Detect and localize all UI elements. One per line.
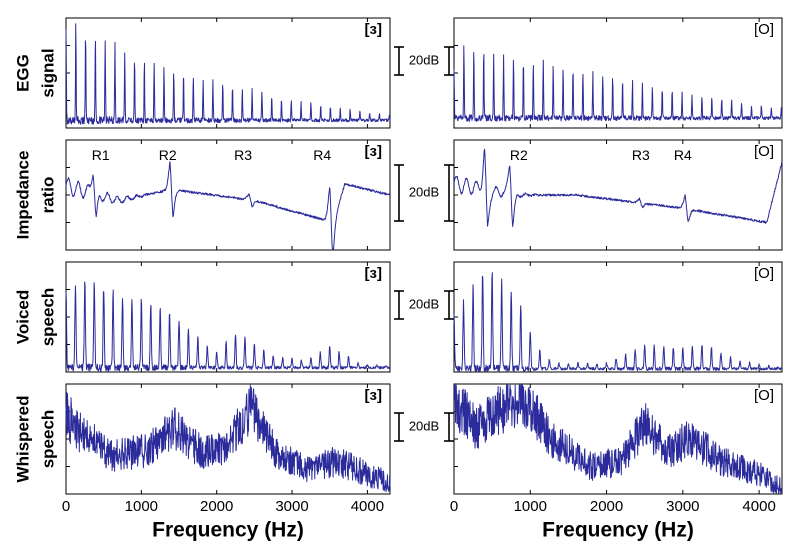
series-line [453,148,783,228]
panel: [O] R2 R3 R4 [453,139,783,251]
scale-bar: 20dB [394,412,454,442]
vowel-label: [O] [754,387,774,404]
panel-frame [65,383,391,495]
scale-bar-label: 20dB [409,184,439,199]
row-label-line: ratio [38,177,57,214]
x-tick-label: 1000 [514,498,547,515]
row-label-line: Impedance [13,151,32,240]
peak-label: R3 [632,147,650,163]
x-axis-title: Frequency (Hz) [152,519,304,542]
row-label-line: speech [38,410,57,469]
panel-frame [453,17,783,129]
series-line [453,272,783,372]
x-tick-label: 1000 [125,498,158,515]
series-line [65,23,391,125]
scale-bar-label: 20dB [409,296,439,311]
vowel-label: [ɜ] [365,265,382,282]
row-label: Whispered speech [13,396,57,483]
vowel-label: [O] [754,265,774,282]
panel: [ɜ] [65,17,391,129]
x-axis-title: Frequency (Hz) [542,519,694,542]
vowel-label: [ɜ] [365,143,382,160]
panel: [O] [453,17,783,129]
x-tick-label: 2000 [590,498,623,515]
x-tick-label: 0 [62,498,70,515]
row-label-line: signal [38,48,57,97]
series-line [65,281,391,372]
peak-label: R4 [674,147,692,163]
series-line [65,384,391,493]
peak-label: R2 [159,147,177,163]
row-label: Impedance ratio [13,151,57,240]
row-label: Voiced speech [13,288,57,347]
panel-frame [65,261,391,373]
row-label-line: Whispered [13,396,32,483]
x-tick-label: 0 [450,498,458,515]
peak-label: R3 [234,147,252,163]
row-label: EGG signal [13,48,57,97]
x-tick-label: 2000 [200,498,233,515]
panel: [ɜ] [65,383,391,495]
x-tick-label: 4000 [742,498,775,515]
scale-bar-label: 20dB [409,52,439,67]
scale-bar: 20dB [394,164,454,222]
panel-frame [453,139,783,251]
vowel-label: [O] [754,21,774,38]
panel: [ɜ] [65,261,391,373]
scale-bar: 20dB [394,290,454,320]
scale-bar: 20dB [394,46,454,76]
vowel-label: [ɜ] [365,387,382,404]
peak-label: R2 [510,147,528,163]
panel: [ɜ] R1 R2 R3 R4 [65,139,391,251]
panel-frame [65,139,391,251]
panel: [O] [453,383,783,495]
x-tick-label: 3000 [666,498,699,515]
panel-frame [65,17,391,129]
panel-frame [453,261,783,373]
series-line [453,45,783,122]
x-tick-label: 4000 [351,498,384,515]
row-label-line: speech [38,288,57,347]
vowel-label: [O] [754,143,774,160]
scale-bar-label: 20dB [409,418,439,433]
x-tick-label: 3000 [275,498,308,515]
panel: [O] [453,261,783,373]
peak-label: R4 [313,147,331,163]
series-line [453,384,783,494]
row-label-line: Voiced [13,290,32,344]
series-line [65,161,391,250]
row-label-line: EGG [13,54,32,92]
peak-label: R1 [92,147,110,163]
vowel-label: [ɜ] [365,21,382,38]
